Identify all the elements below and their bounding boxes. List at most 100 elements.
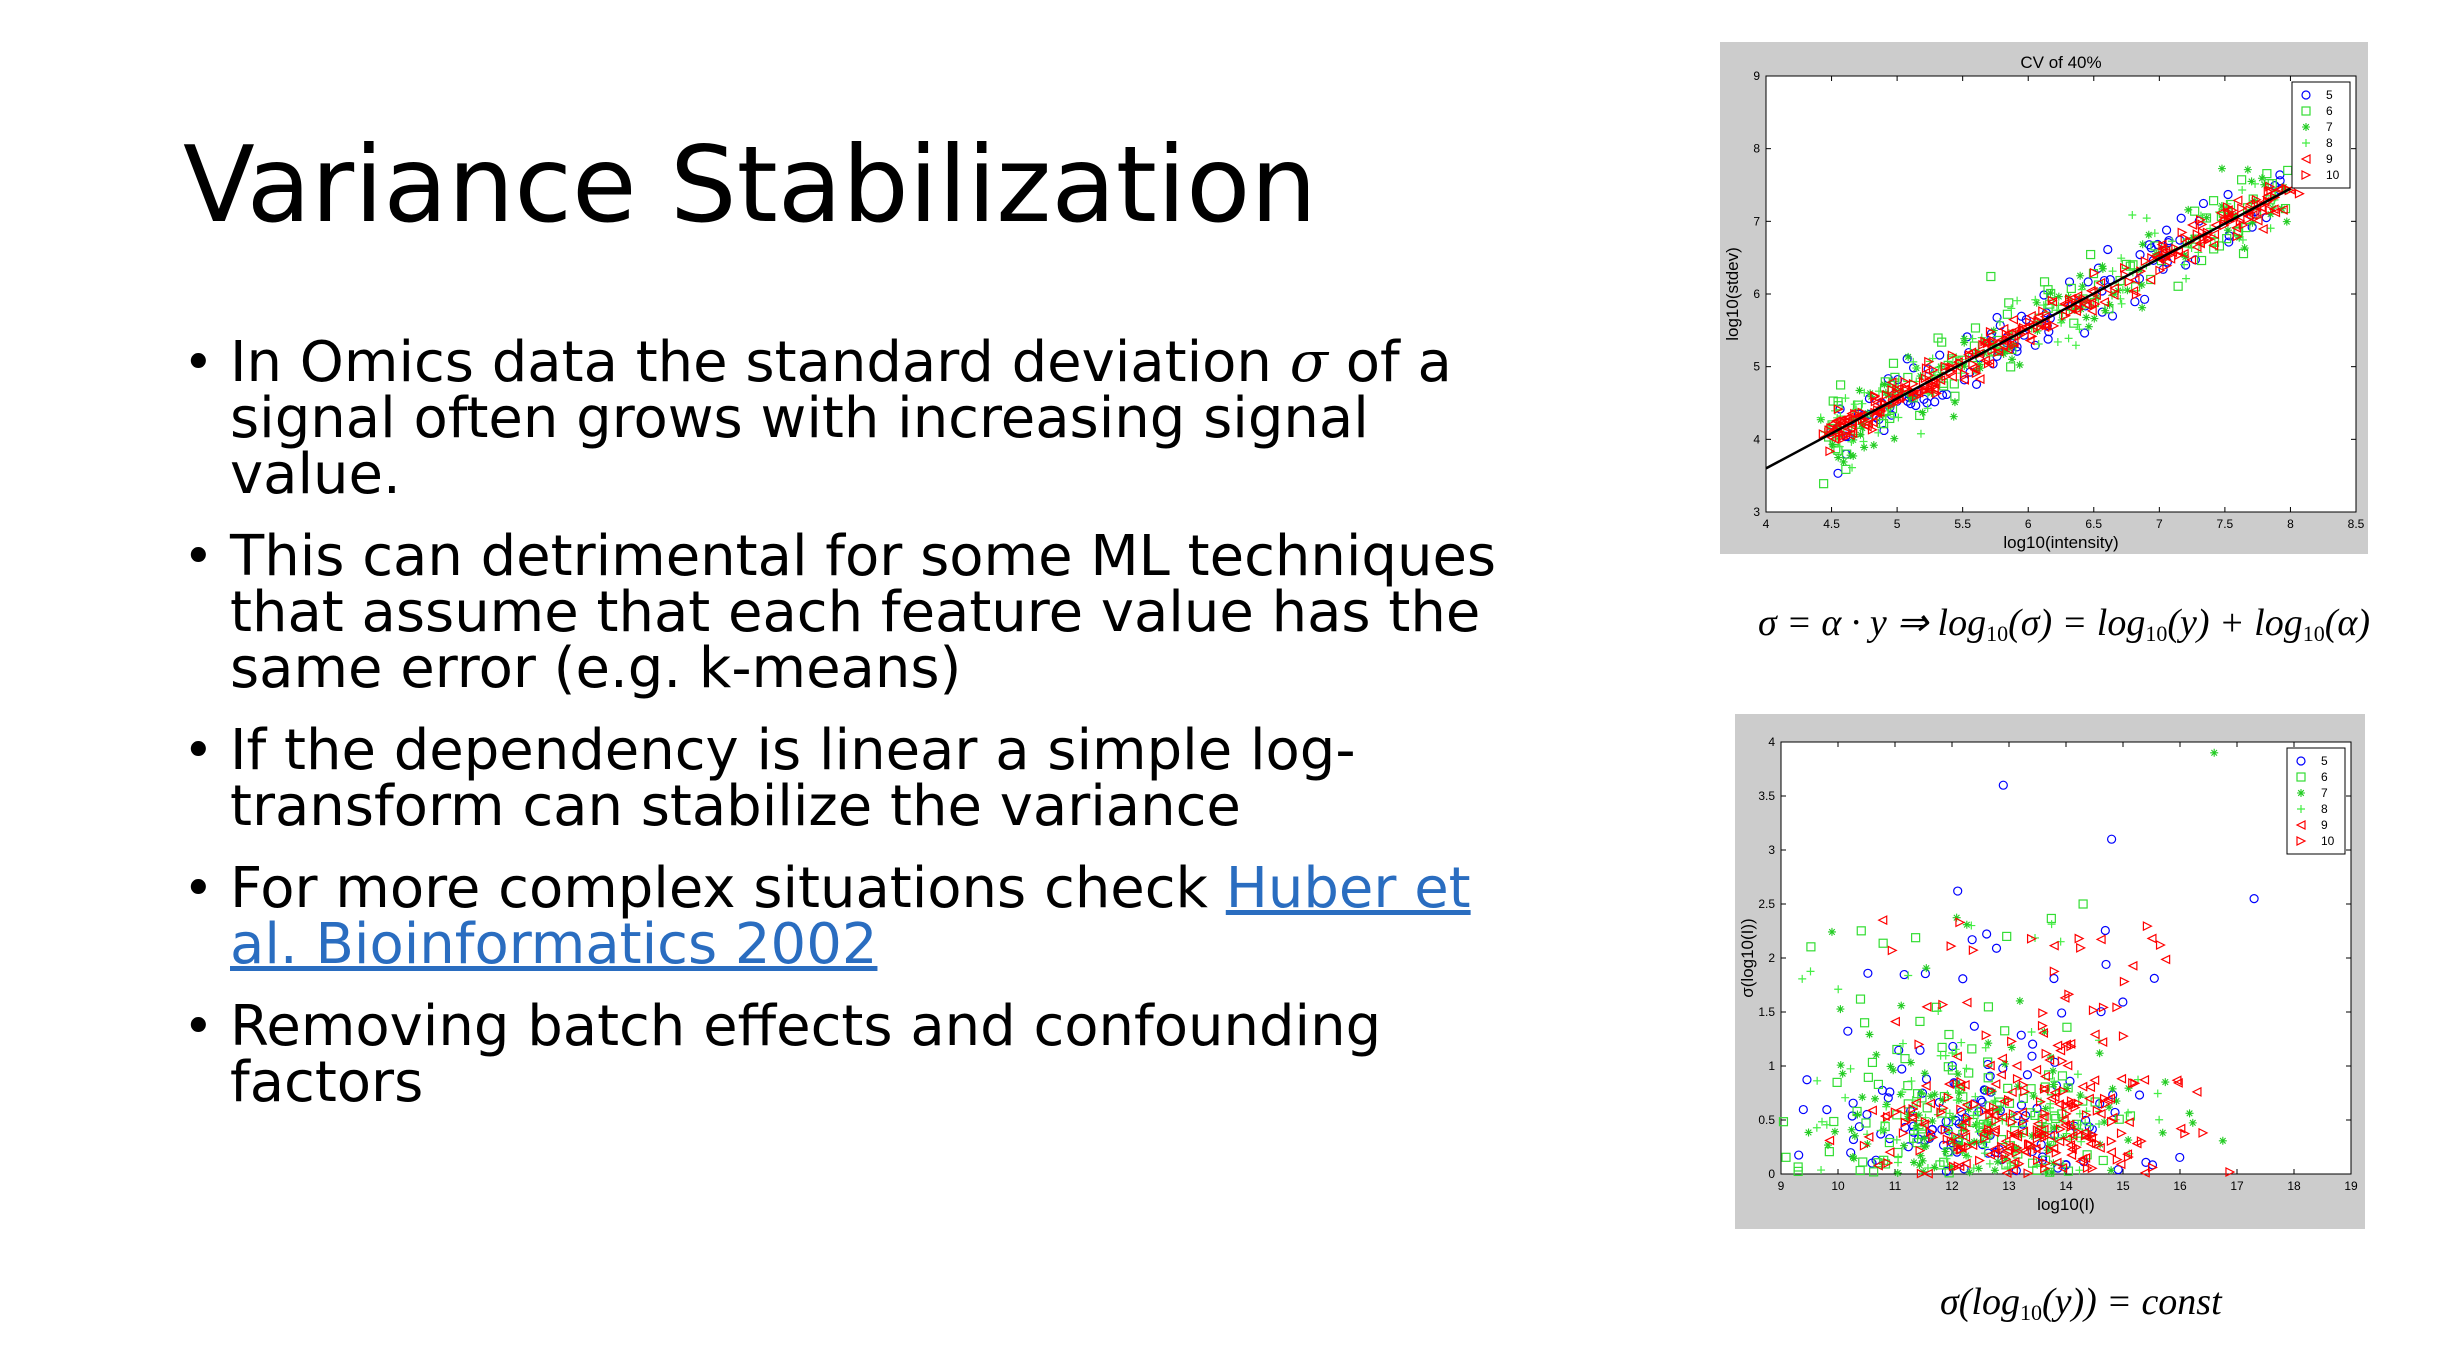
data-point <box>1816 413 1825 422</box>
data-point <box>1948 1048 1957 1057</box>
huber-reference-link[interactable]: Huber et al. Bioinformatics 2002 <box>230 856 1471 977</box>
data-point <box>2012 1143 2021 1152</box>
data-point <box>1970 323 1981 333</box>
data-point <box>2301 90 2311 100</box>
data-point <box>2007 1043 2016 1052</box>
data-point <box>1937 337 1947 347</box>
data-point <box>2262 169 2272 179</box>
data-point <box>1848 1153 1857 1162</box>
x-tick-label: 5.5 <box>1954 517 1971 531</box>
data-point <box>2015 996 2024 1005</box>
data-point <box>2005 344 2014 353</box>
data-point <box>2134 1090 2145 1100</box>
data-point <box>2000 1026 2010 1036</box>
data-point <box>1967 921 1976 930</box>
data-point <box>2070 1102 2081 1113</box>
formula-part: const <box>2141 1281 2222 1323</box>
data-point <box>2049 966 2060 977</box>
legend-label: 5 <box>2321 754 2328 768</box>
data-point <box>2073 320 2082 329</box>
data-point <box>1980 1105 1991 1116</box>
data-point <box>2078 282 2087 291</box>
data-point <box>2078 1127 2089 1138</box>
data-point <box>2237 203 2248 214</box>
data-point <box>2180 233 2191 244</box>
data-point <box>2147 252 2158 263</box>
data-point <box>1941 1147 1950 1156</box>
data-point <box>2026 1084 2036 1094</box>
data-point <box>2029 1092 2038 1101</box>
bullet-dot: • <box>183 997 214 1057</box>
data-point <box>2032 298 2041 307</box>
data-point <box>2001 347 2010 356</box>
data-point <box>2103 244 2113 255</box>
data-point <box>1910 1097 1921 1108</box>
data-point <box>2071 341 2080 350</box>
data-point <box>2186 254 2197 265</box>
y-tick-label: 3.5 <box>1758 789 1775 803</box>
legend-label: 5 <box>2326 88 2333 102</box>
data-point <box>2049 1066 2058 1075</box>
data-point <box>2016 1100 2027 1110</box>
bullet-item: • In Omics data the standard deviation σ… <box>175 335 1555 503</box>
x-tick-label: 8.5 <box>2348 517 2365 531</box>
data-point <box>1849 451 1858 460</box>
data-point <box>1991 1115 2002 1126</box>
data-point <box>2034 339 2043 348</box>
data-point <box>2046 289 2055 298</box>
data-point <box>2091 1138 2102 1149</box>
data-point <box>2265 205 2276 216</box>
y-tick-label: 2 <box>1768 951 1775 965</box>
data-point <box>1935 1160 1945 1170</box>
data-point <box>1978 339 1989 350</box>
data-point <box>1973 1107 1982 1116</box>
data-point <box>2139 1074 2150 1085</box>
data-point <box>2095 277 2106 288</box>
data-point <box>2191 1086 2202 1097</box>
data-point <box>2142 921 2153 932</box>
data-point <box>2249 894 2259 904</box>
data-point <box>2097 1037 2108 1048</box>
data-point <box>1969 1021 1979 1031</box>
data-point <box>1974 1127 1983 1136</box>
x-tick-label: 18 <box>2287 1179 2301 1193</box>
data-point <box>1865 1030 1874 1039</box>
data-point <box>2016 1107 2027 1118</box>
data-point <box>1930 1090 1939 1099</box>
data-point <box>2082 1163 2093 1174</box>
data-point <box>1890 372 1900 382</box>
y-tick-label: 6 <box>1753 287 1760 301</box>
data-point <box>1959 1125 1968 1134</box>
data-point <box>2116 1073 2127 1084</box>
data-point <box>1947 371 1957 382</box>
data-point <box>1956 1144 1967 1155</box>
x-tick-label: 5 <box>1894 517 1901 531</box>
data-point <box>2052 1040 2063 1051</box>
data-point <box>2124 1136 2133 1145</box>
data-point <box>2101 306 2110 315</box>
data-point <box>2266 224 2275 233</box>
data-point <box>2065 1076 2075 1086</box>
data-point <box>1855 386 1864 395</box>
data-point <box>2076 942 2087 953</box>
data-point <box>1887 384 1898 395</box>
data-point <box>1818 1117 1827 1126</box>
data-point <box>1950 398 1959 407</box>
data-point <box>1843 1026 1853 1036</box>
data-point <box>2301 170 2312 180</box>
data-point <box>1878 938 1888 948</box>
data-point <box>1925 1098 1936 1109</box>
x-tick-label: 7.5 <box>2217 517 2234 531</box>
data-point <box>2061 1108 2072 1119</box>
data-point <box>1822 1105 1832 1115</box>
data-point <box>1941 1166 1951 1176</box>
data-point <box>2172 1077 2183 1088</box>
data-point <box>2024 335 2035 346</box>
x-tick-label: 4 <box>1763 517 1770 531</box>
data-point <box>2058 1115 2069 1126</box>
data-point <box>2066 1150 2077 1161</box>
bullet-dot: • <box>183 527 214 587</box>
data-point <box>2260 180 2269 189</box>
data-point <box>1822 1120 1831 1129</box>
data-point <box>1918 408 1927 417</box>
